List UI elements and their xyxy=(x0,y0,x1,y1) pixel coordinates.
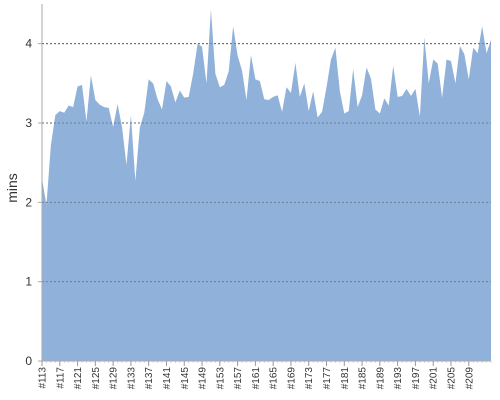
x-tick-label: #173 xyxy=(304,367,315,390)
x-tick-label: #177 xyxy=(322,367,333,390)
x-tick-label: #149 xyxy=(198,367,209,390)
x-tick-label: #209 xyxy=(464,367,475,390)
y-tick-label: 0 xyxy=(25,354,32,368)
x-tick-label: #201 xyxy=(429,367,440,390)
plot-area xyxy=(42,9,491,362)
x-tick-label: #169 xyxy=(286,367,297,390)
x-tick-label: #157 xyxy=(233,367,244,390)
x-tick-label: #113 xyxy=(38,367,49,389)
x-tick-label: #121 xyxy=(73,367,84,390)
x-tick-label: #165 xyxy=(269,367,280,390)
x-axis-ticks: #113 #117 #121 #125 #129 #133 #137 #141 #145 #149… xyxy=(38,361,492,389)
x-tick-label: #185 xyxy=(358,367,369,390)
x-tick-label: #197 xyxy=(411,367,422,390)
y-tick-label: 3 xyxy=(25,116,32,130)
y-tick-label: 2 xyxy=(25,195,32,209)
x-tick-label: #145 xyxy=(180,367,191,390)
x-tick-label: #161 xyxy=(251,367,262,390)
x-tick-label: #205 xyxy=(446,367,457,390)
y-tick-label: 1 xyxy=(25,275,32,289)
x-tick-label: #137 xyxy=(144,367,155,390)
x-tick-label: #133 xyxy=(126,367,137,390)
x-tick-label: #129 xyxy=(109,367,120,390)
y-axis-label: mins xyxy=(4,173,20,203)
x-tick-label: #189 xyxy=(375,367,386,390)
x-tick-label: #117 xyxy=(55,367,66,389)
x-tick-label: #141 xyxy=(162,367,173,390)
y-axis-ticks: 0 1 2 3 4 xyxy=(25,37,42,368)
area-series xyxy=(42,9,491,362)
x-tick-label: #153 xyxy=(215,367,226,390)
x-tick-label: #125 xyxy=(91,367,102,390)
x-tick-label: #181 xyxy=(340,367,351,390)
y-tick-label: 4 xyxy=(25,37,32,51)
x-tick-label: #193 xyxy=(393,367,404,390)
axes xyxy=(41,4,491,362)
